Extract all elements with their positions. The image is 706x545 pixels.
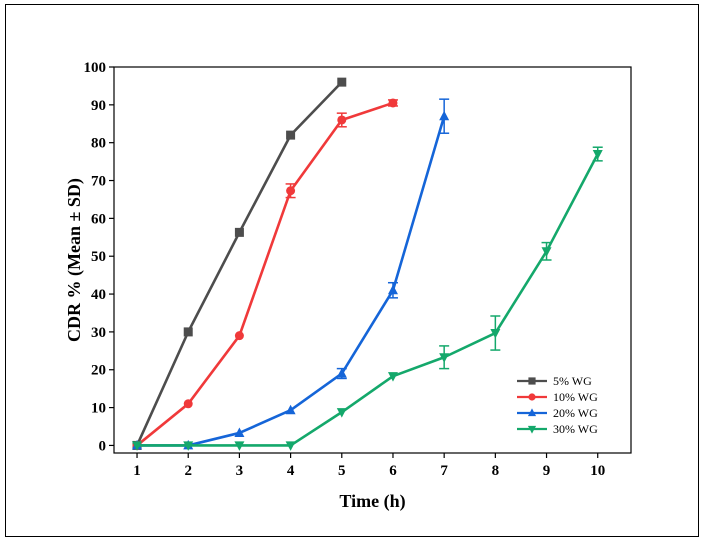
data-point-triangle-down <box>183 441 194 451</box>
series-line <box>137 153 599 447</box>
legend-item: 5% WG <box>517 374 592 388</box>
data-point-triangle-down <box>387 372 398 382</box>
y-tick-label: 100 <box>84 60 107 76</box>
y-tick-label: 50 <box>91 249 106 265</box>
x-tick-label: 3 <box>236 463 244 479</box>
data-point-triangle-up <box>234 427 245 437</box>
legend-item: 20% WG <box>517 406 598 420</box>
data-point-triangle-down <box>234 441 245 451</box>
y-axis-title: CDR % (Mean ± SD) <box>64 178 85 342</box>
x-tick-label: 2 <box>184 463 192 479</box>
data-point-triangle-down <box>336 408 347 418</box>
legend-label: 20% WG <box>553 406 598 420</box>
x-tick-label: 10 <box>590 463 605 479</box>
legend-label: 30% WG <box>553 422 598 436</box>
plot-frame <box>113 66 632 454</box>
data-point-triangle-down <box>439 353 450 363</box>
data-point-circle <box>337 115 347 125</box>
x-tick-label: 4 <box>287 463 295 479</box>
legend-item: 30% WG <box>517 422 598 436</box>
data-point-triangle-up <box>439 110 450 121</box>
series-30-wg <box>132 146 603 451</box>
series-plot <box>132 77 603 451</box>
x-tick-label: 1 <box>133 463 141 479</box>
y-tick-label: 0 <box>99 438 107 454</box>
x-tick-label: 7 <box>440 463 448 479</box>
data-point-square <box>528 377 536 385</box>
y-tick-label: 90 <box>91 98 106 114</box>
y-tick-label: 70 <box>91 174 106 190</box>
y-tick-label: 40 <box>91 287 106 303</box>
data-point-triangle-down <box>541 247 552 257</box>
x-tick-label: 9 <box>543 463 551 479</box>
y-tick-label: 30 <box>91 325 106 341</box>
data-point-triangle-down <box>592 150 603 160</box>
x-tick-label: 6 <box>389 463 397 479</box>
data-point-triangle-up <box>285 404 296 415</box>
x-tick-label: 5 <box>338 463 346 479</box>
data-point-triangle-up <box>527 408 537 417</box>
chart-frame <box>5 4 699 537</box>
axes <box>113 66 632 454</box>
data-point-square <box>286 130 296 140</box>
data-point-triangle-up <box>336 368 347 378</box>
data-point-square <box>337 77 347 87</box>
data-point-square <box>234 227 244 237</box>
legend-item: 10% WG <box>517 390 598 404</box>
data-point-triangle-down <box>132 441 143 451</box>
data-point-circle <box>388 98 398 108</box>
series-line <box>136 101 394 447</box>
legend-label: 10% WG <box>553 390 598 404</box>
x-tick-label: 8 <box>492 463 500 479</box>
data-point-triangle-down <box>490 329 501 339</box>
y-tick-label: 80 <box>91 136 106 152</box>
data-point-circle <box>183 399 193 409</box>
data-point-triangle-down <box>285 441 296 451</box>
series-10-wg <box>132 98 398 450</box>
x-axis-title: Time (h) <box>339 491 405 512</box>
data-point-circle <box>286 186 296 196</box>
y-tick-label: 10 <box>91 401 106 417</box>
legend: 5% WG 10% WG 20% WG 30% WG <box>517 374 598 436</box>
data-point-circle <box>234 331 244 341</box>
series-line <box>135 81 343 446</box>
data-point-square <box>183 327 193 337</box>
data-point-circle <box>528 393 536 401</box>
series-line <box>137 115 446 447</box>
legend-label: 5% WG <box>553 374 592 388</box>
series-20-wg <box>132 98 450 450</box>
data-point-triangle-down <box>527 425 537 434</box>
y-tick-label: 60 <box>91 211 106 227</box>
y-tick-label: 20 <box>91 363 106 379</box>
data-point-triangle-up <box>387 284 398 295</box>
